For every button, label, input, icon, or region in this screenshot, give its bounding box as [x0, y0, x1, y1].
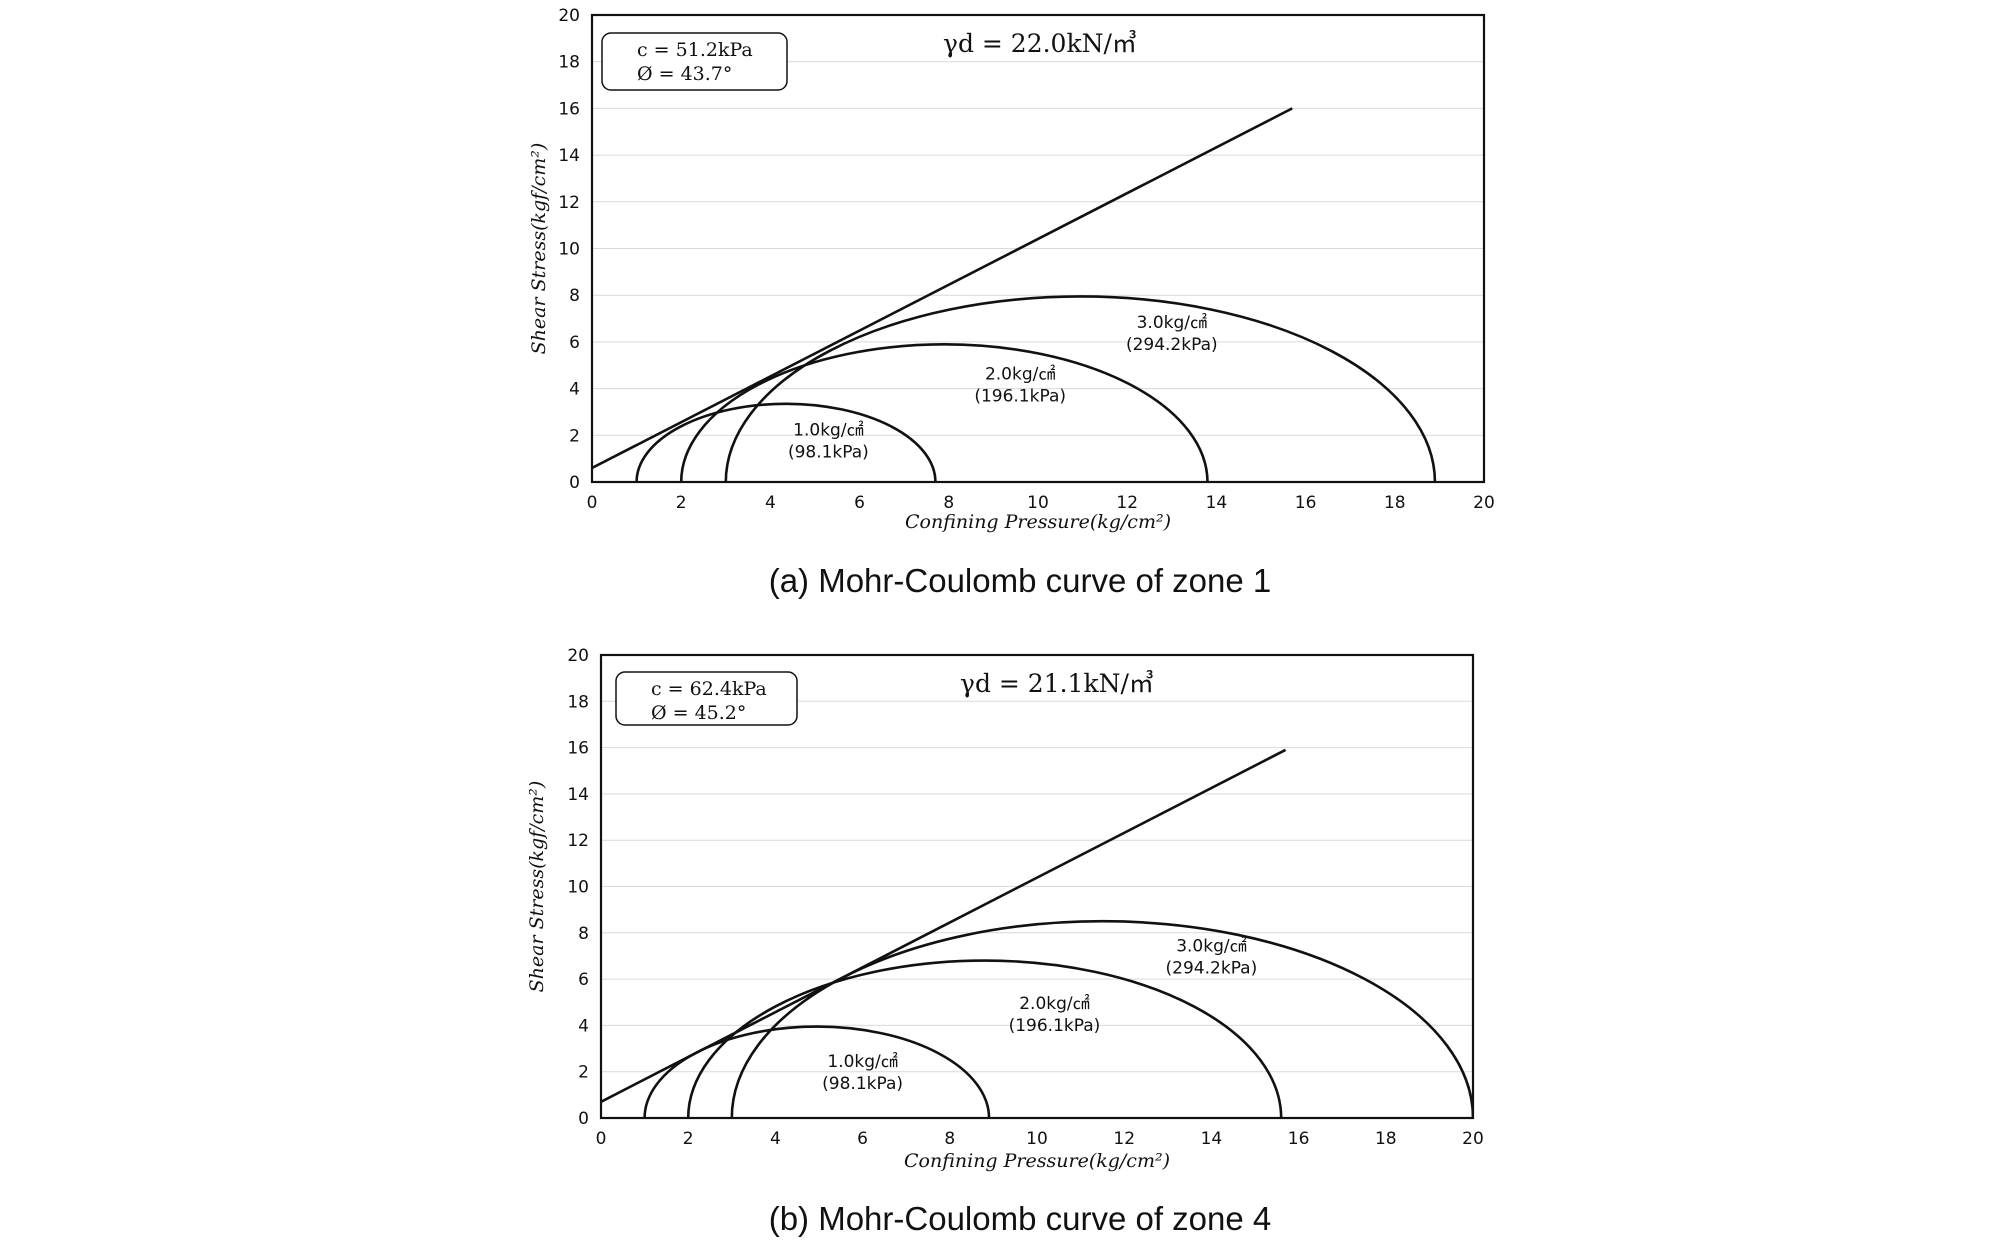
y-tick-label: 20: [558, 6, 580, 26]
x-tick-label: 6: [854, 493, 865, 513]
mohr-circle-label: 3.0kg/㎠: [1137, 313, 1207, 333]
y-tick-label: 20: [567, 646, 589, 666]
y-tick-label: 16: [558, 99, 580, 119]
y-tick-label: 4: [569, 380, 580, 400]
y-tick-label: 4: [578, 1016, 589, 1036]
y-tick-label: 6: [578, 970, 589, 990]
mohr-circle-pressure-label: (294.2kPa): [1126, 335, 1218, 355]
x-tick-label: 0: [596, 1129, 607, 1149]
mohr-circle-pressure-label: (98.1kPa): [788, 442, 869, 462]
x-tick-label: 14: [1201, 1129, 1223, 1149]
x-tick-label: 16: [1288, 1129, 1310, 1149]
mohr-circle-label: 1.0kg/㎠: [827, 1052, 897, 1072]
mohr-circle-pressure-label: (196.1kPa): [1009, 1016, 1101, 1036]
mohr-circle-label: 1.0kg/㎠: [793, 420, 863, 440]
failure-envelope-line: [592, 107, 1293, 470]
x-tick-label: 8: [944, 1129, 955, 1149]
y-tick-label: 2: [569, 426, 580, 446]
parameter-box: [615, 671, 798, 726]
x-tick-label: 16: [1295, 493, 1317, 513]
cohesion-value: c = 51.2kPa: [637, 39, 753, 61]
y-tick-label: 0: [569, 473, 580, 493]
y-tick-label: 10: [567, 878, 589, 898]
mohr-circle-2: [679, 342, 1209, 482]
mohr-circle-3: [730, 919, 1473, 1118]
x-tick-label: 0: [587, 493, 598, 513]
y-tick-label: 18: [567, 692, 589, 712]
y-tick-label: 8: [569, 286, 580, 306]
x-tick-label: 14: [1206, 493, 1228, 513]
mohr-circle-pressure-label: (294.2kPa): [1166, 958, 1258, 978]
x-axis-title: Confining Pressure(kg/cm²): [905, 511, 1171, 533]
y-axis-title: Shear Stress(kgf/cm²): [528, 143, 550, 355]
dry-unit-weight: γd = 21.1kN/㎥: [960, 669, 1154, 698]
x-tick-label: 6: [857, 1129, 868, 1149]
mohr-circle-pressure-label: (196.1kPa): [974, 386, 1066, 406]
x-axis-title: Confining Pressure(kg/cm²): [904, 1150, 1170, 1172]
mohr-circle-3: [724, 295, 1437, 482]
dry-unit-weight: γd = 22.0kN/㎥: [943, 29, 1137, 58]
y-tick-label: 2: [578, 1063, 589, 1083]
caption-b: (b) Mohr-Coulomb curve of zone 4: [769, 1200, 1272, 1237]
y-tick-label: 12: [558, 193, 580, 213]
x-tick-label: 2: [683, 1129, 694, 1149]
x-tick-label: 2: [676, 493, 687, 513]
plot-area: [592, 107, 1437, 482]
y-tick-label: 6: [569, 333, 580, 353]
y-tick-label: 12: [567, 831, 589, 851]
x-tick-label: 18: [1375, 1129, 1397, 1149]
mohr-circle-label: 2.0kg/㎠: [985, 364, 1055, 384]
x-tick-label: 20: [1473, 493, 1495, 513]
mohr-circle-1: [643, 1025, 991, 1118]
y-tick-label: 18: [558, 53, 580, 73]
x-tick-label: 12: [1116, 493, 1138, 513]
x-tick-label: 10: [1026, 1129, 1048, 1149]
caption-a: (a) Mohr-Coulomb curve of zone 1: [769, 562, 1272, 599]
x-tick-label: 8: [943, 493, 954, 513]
y-tick-label: 8: [578, 924, 589, 944]
plot-frame: [599, 653, 1475, 1120]
mohr-circle-label: 3.0kg/㎠: [1176, 936, 1246, 956]
y-tick-label: 0: [578, 1109, 589, 1129]
panel-a-chart: (a) Mohr-Coulomb curve of zone 1 0 2 4 6 8 10…: [528, 6, 1495, 599]
x-tick-label: 20: [1462, 1129, 1484, 1149]
x-tick-label: 4: [765, 493, 776, 513]
x-tick-label: 4: [770, 1129, 781, 1149]
y-tick-label: 10: [558, 240, 580, 260]
failure-envelope-line: [601, 748, 1287, 1103]
x-tick-label: 10: [1027, 493, 1049, 513]
plot-area: [601, 748, 1473, 1118]
mohr-circle-1: [635, 402, 937, 482]
parameter-box: [601, 32, 788, 91]
y-tick-label: 14: [567, 785, 589, 805]
panel-b-chart: (b) Mohr-Coulomb curve of zone 4 0 2 4 6 8 10…: [526, 646, 1484, 1237]
y-axis-title: Shear Stress(kgf/cm²): [526, 781, 548, 993]
y-tick-label: 16: [567, 739, 589, 759]
friction-angle-value: Ø = 43.7°: [637, 63, 732, 85]
cohesion-value: c = 62.4kPa: [651, 678, 767, 700]
x-tick-label: 18: [1384, 493, 1406, 513]
mohr-circle-pressure-label: (98.1kPa): [822, 1074, 903, 1094]
y-tick-label: 14: [558, 146, 580, 166]
mohr-circle-2: [686, 959, 1283, 1118]
friction-angle-value: Ø = 45.2°: [651, 702, 746, 724]
x-tick-label: 12: [1113, 1129, 1135, 1149]
plot-frame: [590, 13, 1486, 484]
mohr-circle-label: 2.0kg/㎠: [1019, 994, 1089, 1014]
